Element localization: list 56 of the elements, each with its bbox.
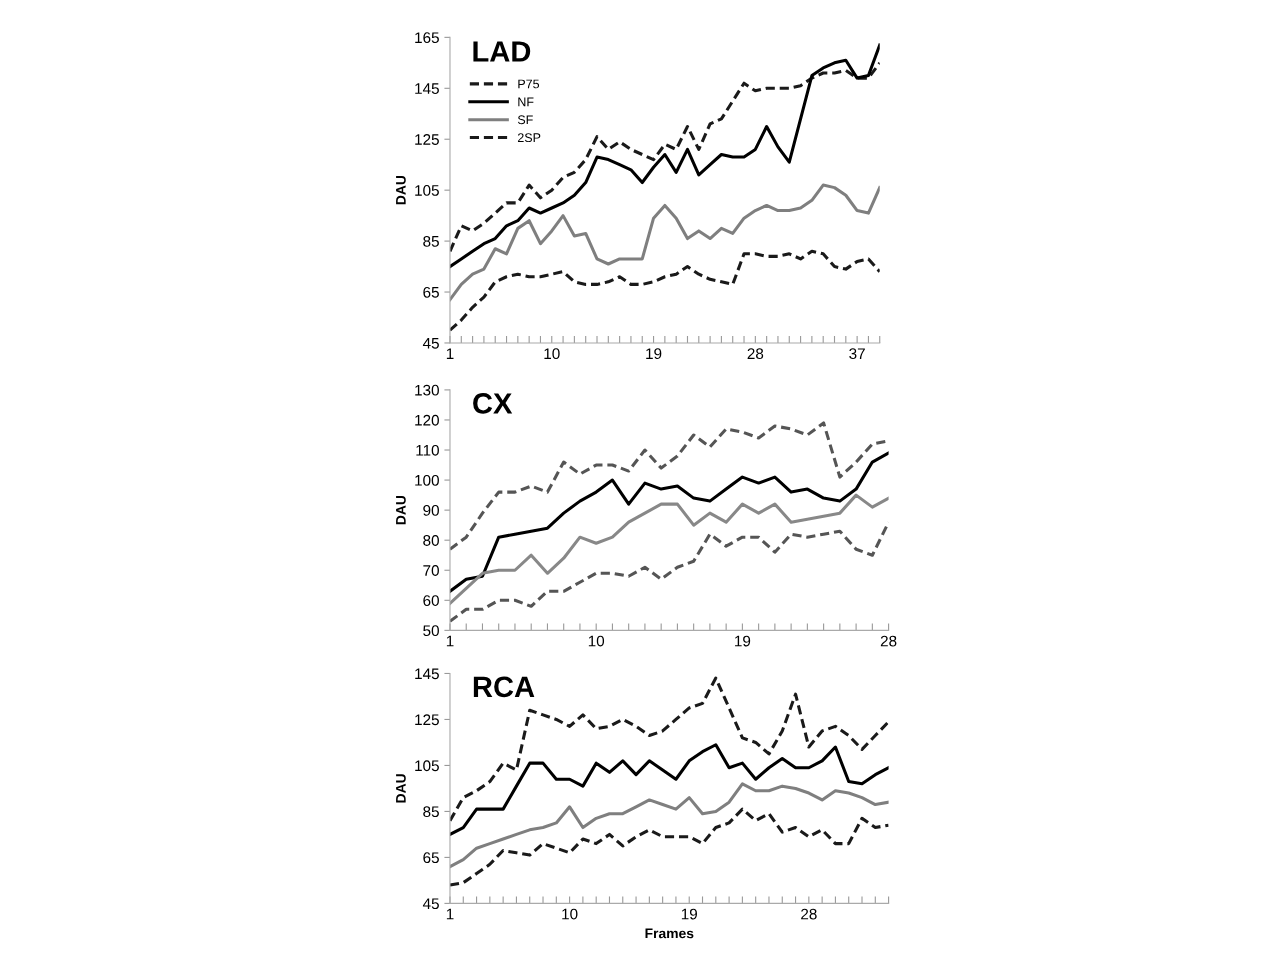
y-tick-label: 45 bbox=[422, 898, 439, 910]
line-series bbox=[449, 183, 880, 302]
y-tick-label: 70 bbox=[423, 565, 439, 576]
y-tick-label: 50 bbox=[423, 625, 439, 637]
legend-label: P75 bbox=[518, 79, 540, 89]
line-series bbox=[449, 743, 889, 836]
y-tick-label: 145 bbox=[415, 668, 439, 680]
line-series bbox=[449, 451, 889, 593]
y-tick-label: 105 bbox=[415, 185, 439, 196]
y-tick-label: 85 bbox=[423, 235, 439, 247]
line-series bbox=[449, 676, 889, 823]
x-tick-label: 19 bbox=[646, 348, 662, 360]
x-tick-label: 10 bbox=[588, 635, 605, 647]
legend-label: SF bbox=[517, 115, 533, 125]
y-axis-title: DAU bbox=[396, 774, 406, 803]
x-tick-label: 28 bbox=[801, 908, 817, 920]
y-tick-label: 110 bbox=[416, 444, 439, 456]
chart-title: RCA bbox=[473, 676, 535, 698]
x-tick-label: 10 bbox=[544, 348, 560, 360]
line-series bbox=[449, 249, 880, 332]
y-tick-label: 65 bbox=[423, 852, 439, 864]
x-axis-title: Frames bbox=[645, 928, 694, 939]
legend-label: 2SP bbox=[517, 133, 541, 143]
y-tick-label: 125 bbox=[415, 714, 439, 726]
line-series bbox=[449, 61, 880, 253]
x-tick-label: 10 bbox=[562, 908, 578, 920]
x-tick-label: 1 bbox=[446, 908, 454, 920]
line-series bbox=[449, 807, 889, 887]
x-tick-label: 1 bbox=[446, 635, 454, 647]
y-tick-label: 105 bbox=[415, 760, 439, 772]
x-tick-label: 1 bbox=[446, 348, 454, 359]
line-series bbox=[449, 782, 889, 869]
y-tick-label: 100 bbox=[415, 474, 439, 486]
line-series bbox=[449, 43, 880, 269]
y-tick-label: 120 bbox=[415, 414, 439, 426]
y-tick-label: 85 bbox=[423, 806, 439, 818]
x-tick-label: 28 bbox=[880, 635, 897, 647]
chart-title: LAD bbox=[473, 41, 531, 62]
y-tick-label: 125 bbox=[415, 134, 439, 145]
y-tick-label: 65 bbox=[423, 286, 439, 298]
y-tick-label: 90 bbox=[423, 505, 439, 516]
y-tick-label: 60 bbox=[423, 595, 439, 606]
x-tick-label: 19 bbox=[681, 908, 697, 920]
chart-title: CX bbox=[473, 393, 513, 414]
y-axis-title: DAU bbox=[396, 495, 406, 525]
x-tick-label: 37 bbox=[849, 348, 865, 360]
y-tick-label: 145 bbox=[415, 83, 439, 94]
line-series bbox=[449, 493, 889, 605]
x-tick-label: 28 bbox=[747, 348, 764, 360]
legend-label: NF bbox=[518, 97, 534, 107]
y-tick-label: 165 bbox=[415, 32, 439, 44]
y-tick-label: 80 bbox=[423, 535, 439, 546]
y-tick-label: 45 bbox=[422, 337, 439, 349]
x-tick-label: 19 bbox=[735, 635, 751, 647]
y-tick-label: 130 bbox=[415, 384, 439, 396]
y-axis-title: DAU bbox=[396, 175, 406, 205]
